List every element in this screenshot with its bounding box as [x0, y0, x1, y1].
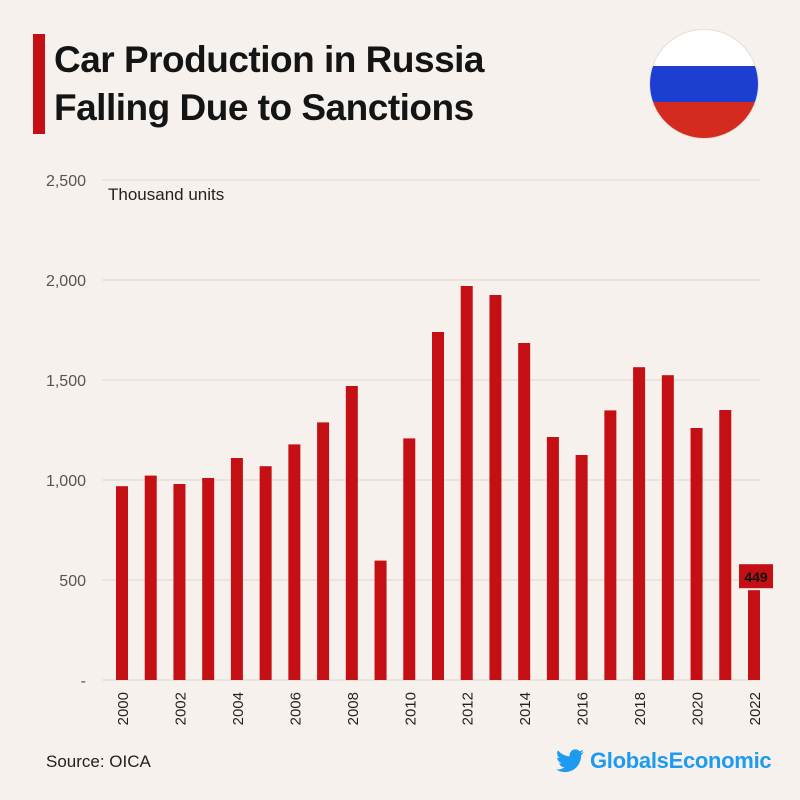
bar-2008: [345, 386, 358, 680]
x-tick-label: 2000: [115, 692, 132, 725]
x-tick-label: 2014: [517, 692, 534, 725]
y-tick-label: 1,500: [46, 373, 86, 390]
bar-2001: [144, 475, 157, 680]
y-axis-ticks: - 500 1,000 1,500 2,000 2,500: [46, 173, 86, 690]
page-title: Car Production in Russia Falling Due to …: [54, 36, 485, 132]
bar-2017: [604, 410, 617, 680]
bar-2000: [116, 486, 128, 680]
bar-2010: [403, 438, 416, 680]
bar-2002: [173, 484, 186, 680]
bar-2020: [690, 428, 703, 680]
bar-2009: [374, 560, 387, 680]
bar-2003: [202, 478, 215, 680]
bar-2014: [518, 343, 531, 680]
y-tick-label: -: [81, 673, 86, 690]
highlight-callout: 449: [739, 564, 773, 589]
bar-2012: [460, 286, 473, 680]
brand-name: GlobalsEconomic: [590, 748, 772, 773]
x-tick-label: 2022: [747, 692, 764, 725]
callout-box: [739, 564, 773, 589]
x-tick-label: 2004: [230, 692, 247, 725]
x-tick-label: 2006: [287, 692, 304, 725]
x-tick-label: 2018: [632, 692, 649, 725]
x-tick-label: 2012: [460, 692, 477, 725]
y-tick-label: 2,500: [46, 173, 86, 190]
y-tick-label: 1,000: [46, 473, 86, 490]
x-axis-ticks: 2000 2002 2004 2006 2008 2010 2012 2014 2016 2018…: [115, 692, 764, 725]
y-tick-label: 2,000: [46, 273, 86, 290]
x-tick-label: 2016: [575, 692, 592, 725]
bar-2019: [661, 375, 674, 680]
unit-label: Thousand units: [108, 185, 224, 204]
flag-stripe-blue: [650, 66, 758, 102]
bar-2015: [546, 437, 559, 680]
callout-label: 449: [744, 569, 768, 585]
bar-2018: [633, 367, 646, 680]
bar-2007: [317, 422, 330, 680]
title-line-2: Falling Due to Sanctions: [54, 87, 474, 128]
bars: [116, 286, 760, 680]
x-tick-label: 2008: [345, 692, 362, 725]
gridlines: [102, 179, 760, 681]
twitter-bird-icon: [556, 749, 584, 773]
x-tick-label: 2002: [172, 692, 189, 725]
bar-2011: [432, 332, 444, 680]
bar-2005: [259, 466, 272, 680]
x-tick-label: 2010: [402, 692, 419, 725]
bar-2022: [748, 590, 760, 680]
source-note: Source: OICA: [46, 752, 151, 771]
title-accent-bar: [33, 34, 45, 134]
bar-2006: [288, 444, 301, 680]
brand-logo: GlobalsEconomic: [556, 748, 772, 774]
bar-2004: [230, 458, 243, 680]
bar-2016: [575, 455, 588, 680]
x-tick-label: 2020: [690, 692, 707, 725]
title-line-1: Car Production in Russia: [54, 39, 485, 80]
y-tick-label: 500: [59, 573, 86, 590]
bar-2013: [489, 295, 502, 680]
bar-2021: [719, 410, 732, 680]
